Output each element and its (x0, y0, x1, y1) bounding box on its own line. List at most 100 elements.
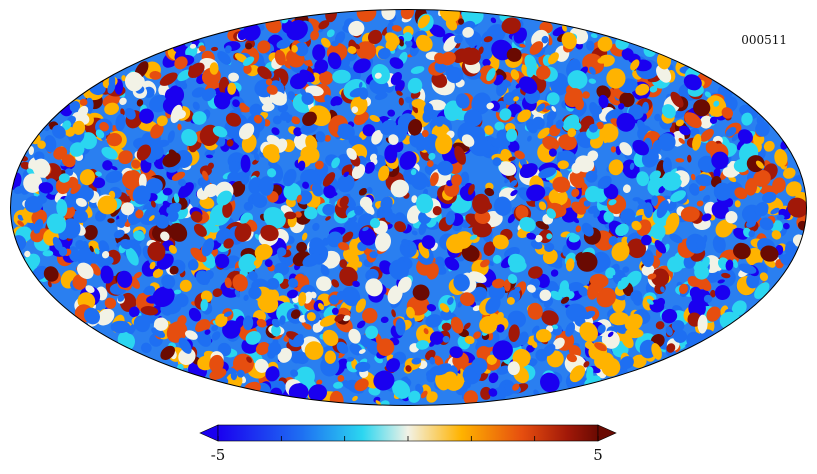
field-blob (661, 308, 678, 324)
field-blob (217, 50, 232, 65)
field-blob (588, 78, 597, 84)
field-blob (734, 187, 748, 200)
field-blob (507, 361, 520, 376)
field-blob (596, 287, 616, 308)
field-blob (128, 306, 140, 318)
field-blob (326, 29, 335, 38)
field-blob (429, 340, 436, 347)
field-blob (656, 64, 672, 83)
field-blob (510, 189, 518, 197)
field-blob (316, 276, 332, 292)
field-blob (636, 171, 650, 187)
field-blob (713, 167, 721, 179)
field-blob (596, 85, 611, 99)
field-blob (722, 166, 739, 178)
field-blob (365, 325, 379, 339)
field-blob (391, 309, 396, 318)
field-blob (550, 269, 559, 277)
field-blob (480, 386, 492, 400)
field-blob (355, 298, 366, 313)
field-blob (710, 289, 716, 298)
field-blob (586, 40, 595, 51)
field-blob (721, 272, 731, 279)
field-blob (168, 244, 177, 254)
colorbar-min-label: -5 (210, 446, 226, 464)
field-blob (411, 230, 418, 236)
field-blob (211, 325, 219, 332)
field-blob (315, 160, 324, 170)
field-blob (471, 92, 492, 115)
field-blob (339, 259, 348, 269)
field-blob (670, 190, 686, 203)
field-blob (319, 71, 334, 85)
field-blob (369, 114, 381, 123)
field-blob (426, 263, 439, 280)
field-blob (212, 288, 223, 298)
field-blob (110, 320, 131, 334)
field-blob (526, 284, 536, 293)
field-blob (530, 240, 543, 250)
field-blob (133, 315, 151, 333)
field-blob (133, 271, 142, 279)
field-blob (291, 116, 301, 125)
field-blob (85, 285, 95, 293)
field-blob (230, 180, 246, 197)
field-blob (488, 372, 499, 384)
field-blob (484, 125, 494, 135)
field-blob (177, 123, 182, 131)
field-blob (125, 247, 139, 266)
colorbar-max-arrow (597, 424, 617, 442)
field-blob (329, 294, 340, 305)
field-blob (548, 148, 557, 157)
field-blob (420, 390, 428, 399)
field-blob (731, 300, 747, 316)
field-blob (597, 36, 613, 52)
field-blob (348, 328, 361, 344)
field-blob (26, 168, 35, 176)
field-blob (582, 91, 590, 99)
field-blob (124, 107, 136, 120)
field-blob (173, 193, 180, 204)
field-blob (496, 324, 505, 333)
field-blob (301, 232, 308, 241)
field-blob (601, 330, 620, 349)
field-blob (629, 162, 635, 170)
field-blob (121, 75, 127, 82)
field-blob (102, 160, 113, 171)
field-blob (462, 27, 474, 38)
field-blob (290, 369, 299, 377)
field-blob (631, 354, 647, 368)
field-blob (171, 171, 186, 181)
field-blob (69, 100, 81, 113)
field-blob (562, 244, 570, 257)
field-blob (483, 241, 496, 256)
field-blob (651, 268, 670, 287)
field-blob (257, 293, 279, 313)
field-blob (336, 291, 346, 301)
field-blob (575, 225, 582, 233)
field-blob (407, 77, 423, 94)
field-blob (346, 356, 355, 362)
field-blob (248, 270, 258, 281)
field-blob (754, 282, 770, 299)
field-blob (272, 115, 282, 125)
field-blob (608, 159, 624, 176)
field-blob (675, 119, 684, 127)
colorbar (199, 424, 617, 442)
field-blob (315, 131, 326, 143)
field-blob (650, 223, 666, 240)
field-blob (131, 159, 141, 169)
field-blob (548, 52, 559, 65)
field-blob (651, 195, 659, 207)
field-blob (83, 224, 98, 241)
field-blob (695, 174, 714, 187)
field-blob (429, 172, 439, 187)
field-blob (211, 46, 218, 52)
field-blob (181, 129, 198, 146)
field-blob (364, 161, 375, 174)
field-blob (162, 200, 170, 208)
field-blob (140, 342, 152, 354)
colorbar-min-arrow (199, 424, 219, 442)
field-blob (492, 234, 509, 250)
